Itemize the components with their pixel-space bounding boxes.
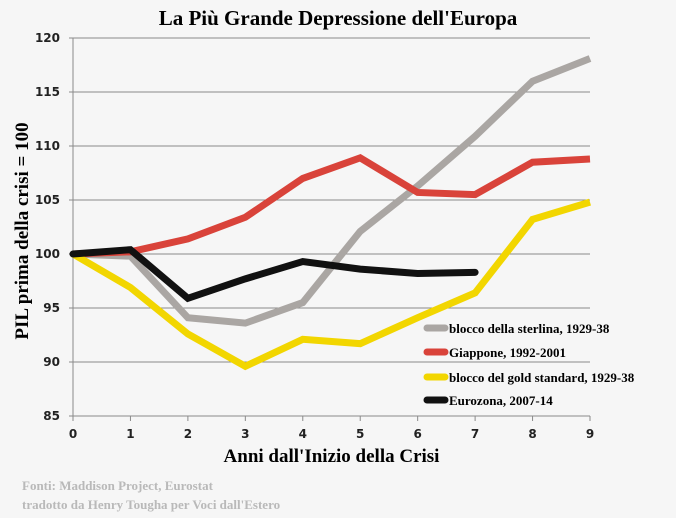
x-tick-label: 0: [69, 427, 77, 441]
legend-label: Eurozona, 2007-14: [449, 393, 553, 408]
x-tick-label: 4: [299, 427, 307, 441]
x-tick-label: 6: [413, 427, 421, 441]
x-tick-label: 1: [126, 427, 134, 441]
series-line-2: [71, 198, 592, 371]
y-tick-label: 95: [43, 301, 60, 315]
series-line-0: [72, 55, 592, 327]
x-tick-label: 9: [586, 427, 594, 441]
legend-label: blocco della sterlina, 1929-38: [449, 321, 610, 336]
y-tick-label: 90: [43, 355, 60, 369]
series-line-1: [72, 154, 591, 258]
legend-label: blocco del gold standard, 1929-38: [449, 370, 635, 385]
y-tick-label: 100: [35, 247, 60, 261]
y-tick-label: 105: [35, 193, 60, 207]
x-tick-label: 7: [471, 427, 479, 441]
y-tick-label: 120: [35, 31, 60, 45]
legend-label: Giappone, 1992-2001: [449, 345, 566, 360]
chart-title: La Più Grande Depressione dell'Europa: [158, 6, 518, 30]
y-tick-label: 115: [35, 85, 60, 99]
x-tick-label: 5: [356, 427, 364, 441]
x-tick-label: 2: [184, 427, 192, 441]
source-note: Fonti: Maddison Project, Eurostat: [22, 478, 213, 493]
x-axis-label: Anni dall'Inizio della Crisi: [223, 446, 440, 467]
x-tick-label: 8: [528, 427, 536, 441]
y-tick-label: 110: [35, 139, 60, 153]
series-line-3: [69, 246, 479, 303]
x-tick-label: 3: [241, 427, 249, 441]
translation-note: tradotto da Henry Tougha per Voci dall'E…: [22, 497, 281, 512]
y-tick-label: 85: [43, 409, 60, 423]
